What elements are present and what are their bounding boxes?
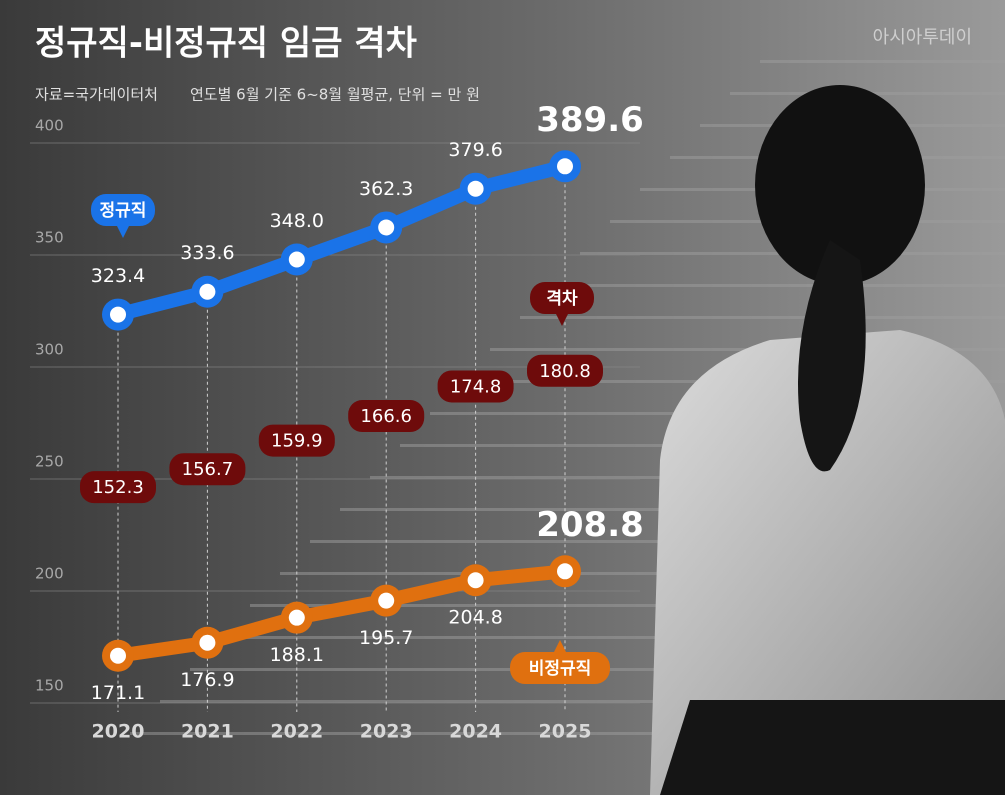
y-tick-label: 300 [35,341,64,359]
point-core [199,283,216,300]
gap-label: 156.7 [182,459,234,480]
stair [520,316,1005,319]
series-legend-text: 정규직 [100,201,147,221]
point-core [110,647,126,664]
stair [760,60,1005,63]
stair [220,636,1005,639]
y-tick-label: 150 [35,677,64,695]
value-label: 171.1 [91,682,145,704]
gap-label: 159.9 [271,431,323,452]
gap-label: 152.3 [92,477,144,498]
stair [130,732,1005,735]
point-core [557,563,573,580]
value-label: 204.8 [448,607,502,629]
point-core [288,251,305,268]
value-label: 195.7 [359,627,413,649]
y-tick-label: 200 [35,565,64,583]
value-label: 389.6 [536,100,644,140]
gap-badge [527,354,603,387]
chart-title: 정규직-비정규직 임금 격차 [35,24,417,64]
gap-label: 166.6 [360,406,412,427]
series-legend-text: 비정규직 [529,659,592,679]
value-label: 348.0 [270,210,324,232]
gap-badge [80,471,156,504]
point-core [378,219,395,236]
value-label: 176.9 [180,669,234,691]
x-tick-label: 2022 [270,721,323,743]
stair [310,540,1005,543]
series-legend-bubble [510,652,610,684]
series-legend-tip [554,640,566,652]
point-core [467,572,484,589]
series-legend-bubble [91,194,155,226]
x-tick-label: 2020 [92,721,145,743]
stair [550,284,1005,287]
point-core [199,634,216,651]
y-tick-label: 350 [35,229,64,247]
point-core [288,609,305,626]
gap-badge [169,453,246,486]
value-label: 208.8 [536,505,644,545]
gap-label: 180.8 [539,361,591,382]
point-core [467,180,484,197]
value-label: 362.3 [359,178,413,200]
stair [280,572,1005,575]
gap-legend-tip [556,314,568,326]
point-core [557,158,573,175]
x-tick-label: 2025 [539,721,592,743]
value-label: 323.4 [91,265,145,287]
value-label: 379.6 [448,139,502,161]
value-label: 188.1 [270,644,324,666]
gap-badge [348,400,425,433]
logo: 아시아투데이 [873,27,972,48]
x-tick-label: 2021 [181,721,234,743]
value-label: 333.6 [180,242,234,264]
stair [250,604,1005,607]
y-tick-label: 250 [35,453,64,471]
source: 자료=국가데이터처 [35,86,158,104]
y-tick-label: 400 [35,117,64,135]
note: 연도별 6월 기준 6~8월 월평균, 단위 = 만 원 [190,86,480,104]
figure [650,85,1005,795]
x-tick-label: 2024 [449,721,502,743]
gap-badge [258,424,335,457]
series-legend-tip [117,226,129,238]
stair [160,700,1005,703]
gap-legend-bubble [530,282,594,314]
gap-legend-text: 격차 [546,289,578,309]
x-tick-label: 2023 [360,721,413,743]
point-core [110,306,126,323]
gap-label: 174.8 [450,376,502,397]
point-core [378,592,395,609]
gap-badge [437,370,514,403]
